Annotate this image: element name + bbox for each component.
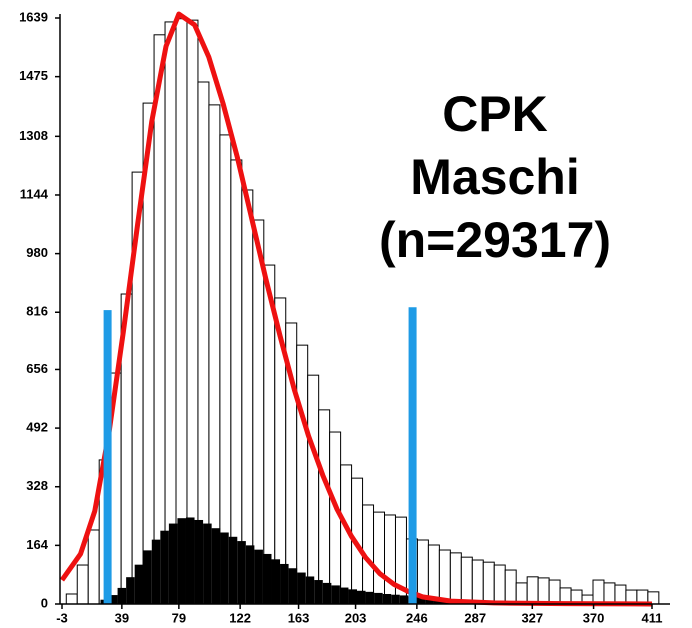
fine-bar xyxy=(288,568,298,604)
fine-bar xyxy=(134,564,144,604)
bar xyxy=(318,409,331,605)
y-tick-label: 0 xyxy=(41,595,48,610)
fine-bar xyxy=(160,530,169,604)
fine-bar xyxy=(126,577,135,604)
fine-bar xyxy=(151,539,161,604)
bar xyxy=(526,576,539,605)
fine-bar xyxy=(143,550,152,604)
x-tick-label: 39 xyxy=(115,610,129,625)
x-tick-label: 411 xyxy=(642,610,663,625)
bar xyxy=(76,564,89,605)
bar xyxy=(153,34,166,605)
x-tick-label: 246 xyxy=(406,610,428,625)
y-tick-label: 164 xyxy=(26,537,48,552)
fine-bar xyxy=(211,528,221,604)
bar xyxy=(296,344,309,605)
bar xyxy=(504,569,517,605)
bar xyxy=(307,374,320,605)
x-tick-label: 163 xyxy=(288,610,310,625)
limit-line xyxy=(103,310,112,604)
y-tick-label: 1308 xyxy=(19,128,48,143)
y-tick-label: 1639 xyxy=(19,9,48,24)
title-line: CPK xyxy=(442,86,548,142)
title: CPK Maschi (n=29317) xyxy=(379,86,611,268)
fine-bar xyxy=(391,594,400,604)
fine-bar xyxy=(322,582,332,604)
bar xyxy=(482,561,495,605)
bar xyxy=(427,544,440,605)
y-tick-label: 1475 xyxy=(19,68,48,83)
fine-bar xyxy=(220,532,229,604)
fine-bar xyxy=(357,590,366,604)
limit-line xyxy=(408,307,417,604)
fine-bar xyxy=(314,580,323,604)
fine-bar xyxy=(348,589,357,604)
fine-bar xyxy=(117,587,127,604)
title-line: Maschi xyxy=(410,149,580,205)
fine-bar xyxy=(194,519,204,604)
y-tick-label: 492 xyxy=(26,420,48,435)
fine-bar xyxy=(185,517,195,604)
x-tick-label: 327 xyxy=(521,610,543,625)
x-tick-label: -3 xyxy=(56,610,68,625)
y-tick-label: 980 xyxy=(26,245,48,260)
bar xyxy=(164,21,177,605)
fine-bar xyxy=(305,576,315,604)
fine-bar xyxy=(262,553,272,604)
fine-bar xyxy=(297,572,306,604)
fine-bar xyxy=(399,595,409,604)
fine-bar xyxy=(331,585,340,604)
fine-bar xyxy=(365,591,375,604)
fine-bar xyxy=(177,518,186,604)
fine-bar xyxy=(228,536,238,604)
x-tick-label: 203 xyxy=(345,610,367,625)
fine-bar xyxy=(245,545,255,604)
fine-bar xyxy=(254,549,263,604)
bar xyxy=(493,564,506,605)
bar xyxy=(614,584,627,605)
bar xyxy=(592,579,605,605)
fine-bar xyxy=(203,523,212,604)
bar xyxy=(373,511,386,605)
bar xyxy=(438,549,451,605)
fine-bar xyxy=(416,597,426,604)
x-tick-label: 370 xyxy=(583,610,605,625)
y-tick-label: 328 xyxy=(26,478,48,493)
bar xyxy=(603,582,616,605)
x-tick-label: 79 xyxy=(172,610,186,625)
fine-bar xyxy=(271,559,281,604)
bar xyxy=(252,219,265,605)
fine-bar xyxy=(425,597,434,604)
bar xyxy=(471,559,484,605)
bar xyxy=(384,514,396,605)
x-tick-label: 122 xyxy=(229,610,251,625)
fine-bar xyxy=(382,593,392,604)
y-tick-label: 1144 xyxy=(20,186,49,201)
fine-bar xyxy=(374,592,383,604)
fine-bar xyxy=(237,541,246,604)
bar xyxy=(460,556,473,605)
bar xyxy=(537,577,550,605)
bar xyxy=(175,18,188,605)
y-tick-label: 656 xyxy=(26,361,48,376)
bar xyxy=(548,579,561,605)
bar xyxy=(87,529,100,605)
fine-bar xyxy=(168,523,178,604)
fine-bar xyxy=(280,563,289,604)
y-tick-label: 816 xyxy=(26,304,48,319)
bar xyxy=(65,593,78,605)
fine-bar xyxy=(109,595,118,604)
bar xyxy=(186,19,199,605)
fine-bar xyxy=(339,587,349,604)
title-line: (n=29317) xyxy=(379,212,611,268)
bar xyxy=(449,552,462,605)
x-tick-label: 287 xyxy=(464,610,486,625)
